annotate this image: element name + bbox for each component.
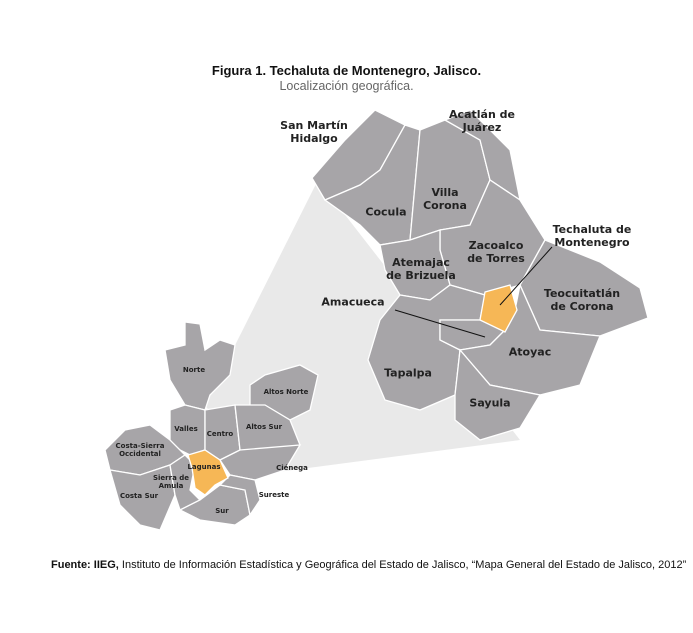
label-san-martin-hidalgo: San Martín Hidalgo [280, 119, 348, 145]
label-costa-sur: Costa Sur [119, 492, 159, 500]
label-sayula: Sayula [469, 396, 511, 410]
state-map [104, 321, 319, 531]
label-valles: Valles [174, 425, 198, 433]
mun-sayula [454, 348, 542, 441]
region-costa-sur [109, 464, 176, 531]
label-sierra-amula: Sierra de Amula [152, 474, 190, 490]
region-sureste [218, 474, 261, 517]
source-text: Instituto de Información Estadística y G… [118, 559, 687, 571]
label-teocuitatlan: Teocuitatlán de Corona [543, 287, 621, 313]
figure-title: Figura 1. Techaluta de Montenegro, Jalis… [211, 63, 482, 78]
label-atoyac: Atoyac [508, 345, 552, 359]
label-amacueca: Amacueca [321, 295, 385, 309]
region-lagunas-highlighted [187, 449, 229, 496]
label-zacoalco: Zacoalco de Torres [467, 239, 525, 265]
label-cienega: Ciénega [276, 464, 308, 472]
label-altos-sur: Altos Sur [245, 423, 283, 431]
source-label: Fuente: IIEG, [51, 559, 119, 571]
label-costa-sierra: Costa-Sierra Occidental [115, 442, 165, 458]
figure-subtitle: Localización geográfica. [279, 79, 414, 93]
leader-line-techaluta [499, 246, 553, 306]
mun-atoyac [458, 282, 601, 396]
label-cocula: Cocula [365, 205, 407, 219]
label-lagunas: Lagunas [187, 463, 221, 471]
label-altos-norte: Altos Norte [263, 388, 309, 396]
label-sur: Sur [215, 507, 229, 515]
leader-line-amacueca [394, 309, 486, 338]
detail-map [311, 109, 649, 441]
label-villa-corona: Villa Corona [423, 186, 467, 212]
source-note: Fuente: IIEG, Instituto de Información E… [51, 559, 686, 571]
label-norte: Norte [182, 366, 206, 374]
label-tapalpa: Tapalpa [384, 366, 432, 380]
label-atemajac: Atemajac de Brizuela [386, 256, 456, 282]
label-techaluta: Techaluta de Montenegro [552, 223, 632, 249]
label-centro: Centro [206, 430, 234, 438]
label-sureste: Sureste [258, 491, 290, 499]
label-acatlan: Acatlán de Juárez [449, 108, 515, 134]
